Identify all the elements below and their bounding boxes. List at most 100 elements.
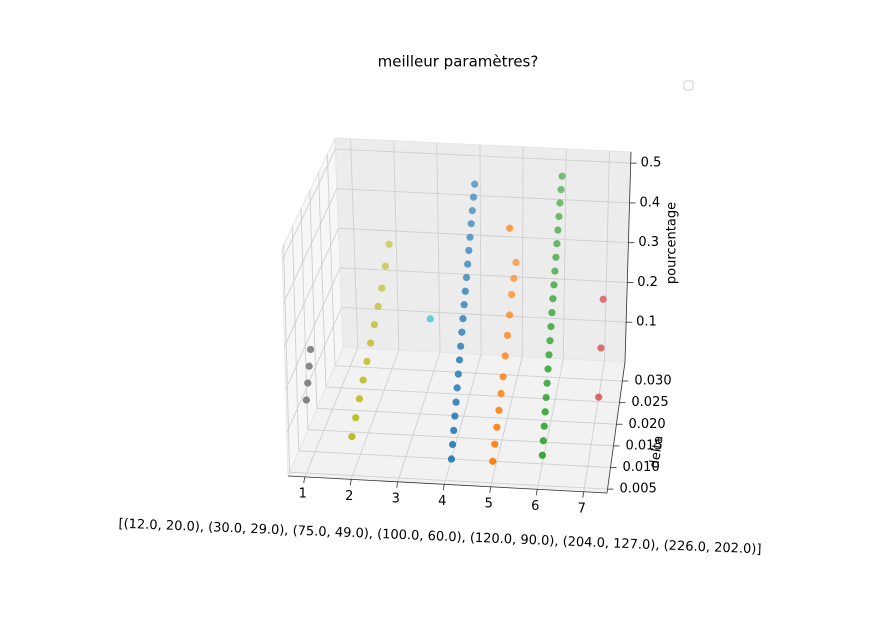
point <box>448 440 457 449</box>
point <box>558 172 566 180</box>
point <box>305 362 313 370</box>
grid-line <box>300 208 309 430</box>
grid-line <box>479 144 482 355</box>
point <box>553 240 561 248</box>
axis-line <box>624 151 632 363</box>
point <box>367 339 375 347</box>
axis-line <box>606 361 626 494</box>
grid-line <box>397 352 441 482</box>
point <box>549 295 557 303</box>
point <box>454 370 462 378</box>
grid-line <box>335 148 631 164</box>
point <box>461 287 469 295</box>
x-tick-label: 6 <box>531 499 539 514</box>
y-tick-label: 0.025 <box>631 395 668 410</box>
point <box>447 455 456 463</box>
tick-mark <box>535 489 538 496</box>
grid-line <box>393 140 400 350</box>
grid-line <box>304 347 359 478</box>
y-tick-label: 0.010 <box>623 460 660 475</box>
point <box>457 342 465 350</box>
point <box>465 246 473 255</box>
grid-line <box>326 153 336 366</box>
grid-line <box>309 190 318 409</box>
legend-box <box>683 80 694 91</box>
point <box>348 433 356 441</box>
x-tick-label: 1 <box>299 486 307 501</box>
grid-line <box>318 172 327 388</box>
point <box>304 379 312 387</box>
point <box>595 393 603 401</box>
grid <box>281 138 637 498</box>
x-tick-label: 7 <box>578 501 586 516</box>
point <box>489 457 497 465</box>
axis-line <box>287 475 608 494</box>
point <box>468 206 476 215</box>
grid-line <box>283 188 338 304</box>
point <box>458 328 466 336</box>
grid-line <box>583 360 605 492</box>
point <box>545 351 553 359</box>
point <box>385 240 393 248</box>
point <box>538 451 546 459</box>
grid-line <box>281 148 336 261</box>
point <box>363 357 371 366</box>
point <box>506 224 514 232</box>
x-tick-label: 3 <box>392 491 400 506</box>
z-tick-label: 0.1 <box>636 315 657 330</box>
y-tick-label: 0.015 <box>625 438 662 453</box>
chart-title: meilleur paramètres? <box>378 53 539 71</box>
grid-line <box>436 142 441 353</box>
point <box>459 315 467 323</box>
grid-line <box>536 358 564 490</box>
points <box>302 172 607 465</box>
point <box>466 233 474 241</box>
z-tick-label: 0.2 <box>637 275 658 290</box>
point <box>460 301 468 309</box>
tick-mark <box>396 481 399 488</box>
point <box>557 185 565 194</box>
grid-line <box>325 386 620 404</box>
x-tick-label: 5 <box>485 496 493 511</box>
point <box>464 260 472 268</box>
point <box>451 412 459 420</box>
grid-line <box>334 365 623 382</box>
point <box>452 398 460 406</box>
point <box>542 393 550 402</box>
z-axis-label: pourcentage <box>665 202 680 284</box>
point <box>467 220 475 228</box>
point <box>543 379 551 387</box>
tick-mark <box>442 484 445 491</box>
point <box>554 226 562 234</box>
grid-line <box>291 226 300 451</box>
grid-line <box>286 307 342 433</box>
tick-mark <box>303 476 306 483</box>
point <box>508 290 516 299</box>
grid-line <box>603 150 610 361</box>
point <box>510 274 518 283</box>
grid-line <box>443 354 482 485</box>
point <box>556 199 564 207</box>
y-tick-label: 0.005 <box>620 482 657 497</box>
point <box>381 262 390 270</box>
back-pane <box>334 137 632 363</box>
y-tick-label: 0.030 <box>634 374 671 389</box>
x-tick-label: 4 <box>438 494 446 509</box>
point <box>539 437 547 445</box>
z-tick-label: 0.4 <box>640 195 661 210</box>
point <box>374 302 382 310</box>
point <box>497 389 505 398</box>
point <box>541 408 549 416</box>
point <box>501 352 509 360</box>
point <box>493 423 501 431</box>
grid-line <box>307 429 614 447</box>
grid-line <box>350 138 359 348</box>
point <box>491 440 499 448</box>
grid-line <box>521 146 524 357</box>
point <box>550 281 558 289</box>
z-tick-label: 0.3 <box>638 235 659 250</box>
point <box>302 396 310 404</box>
point <box>540 422 548 430</box>
grid-line <box>284 228 339 347</box>
grid-line <box>341 306 627 323</box>
